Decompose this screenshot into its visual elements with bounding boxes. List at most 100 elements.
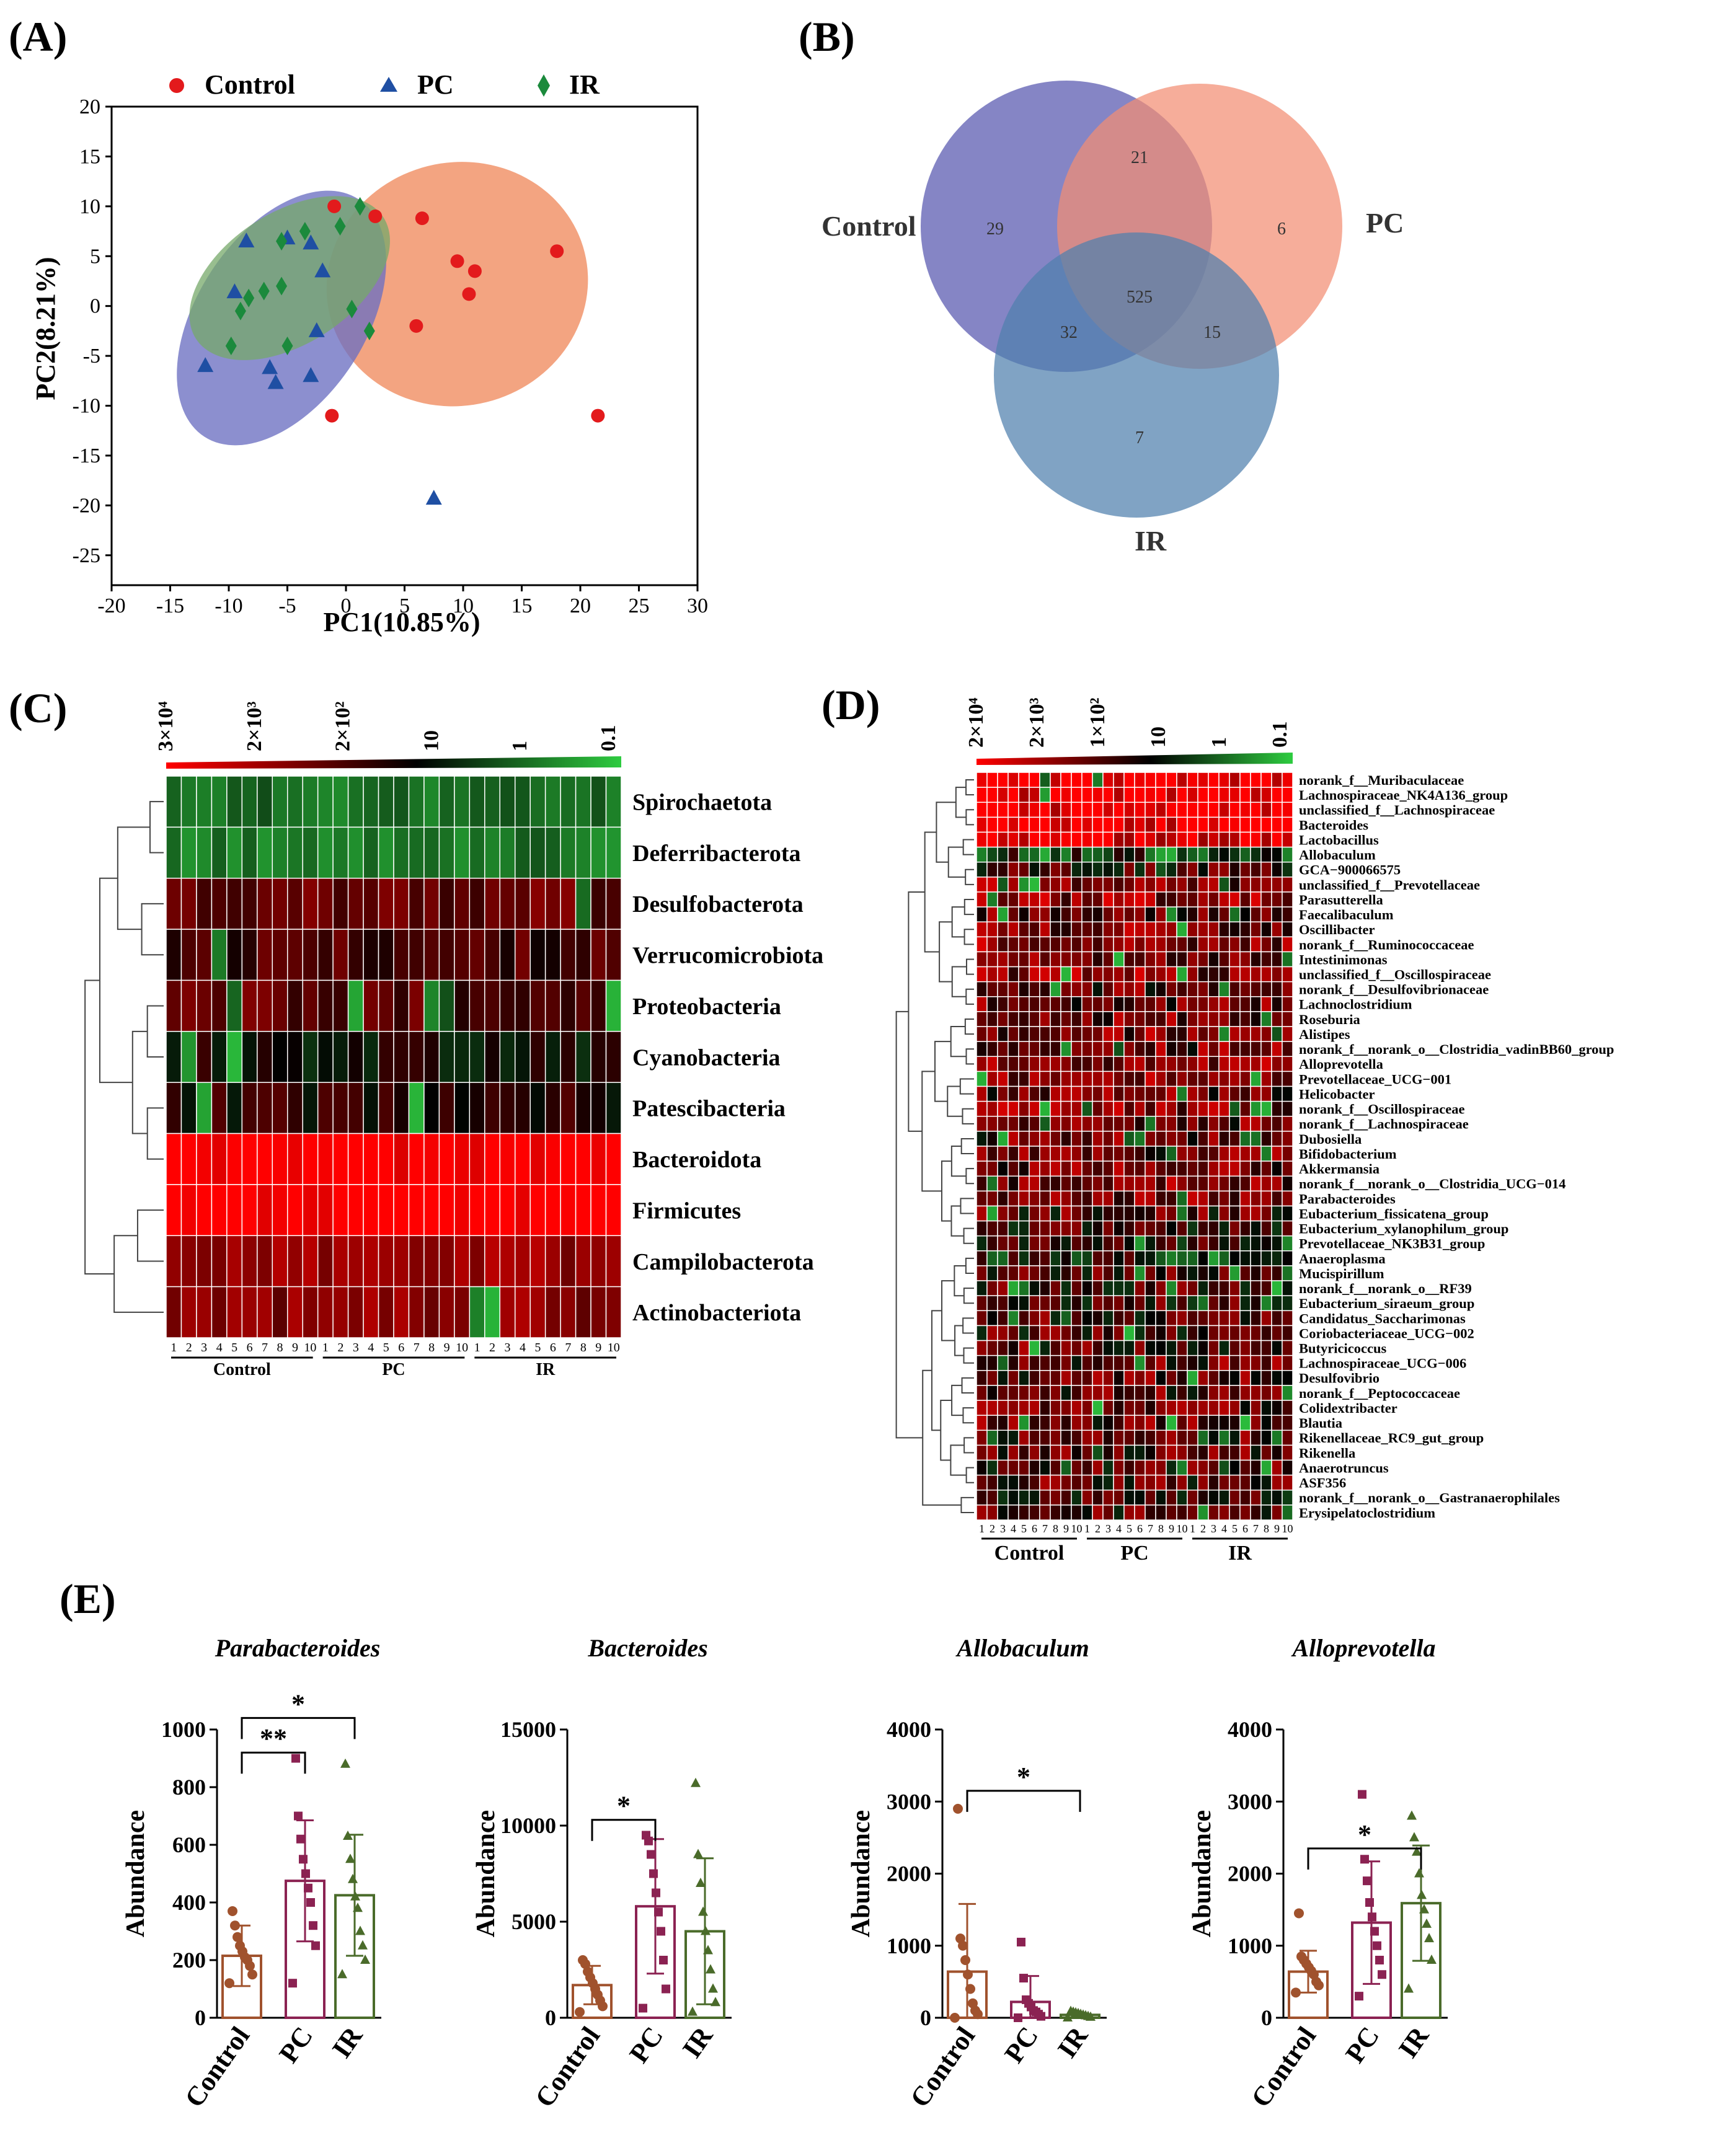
heatmap-cell bbox=[408, 979, 425, 1032]
heatmap-cell bbox=[997, 1220, 1009, 1237]
heatmap-cell bbox=[1092, 981, 1104, 997]
heatmap-cell bbox=[1029, 877, 1040, 893]
heatmap-cell bbox=[1008, 996, 1019, 1012]
heatmap-cell bbox=[1029, 921, 1040, 938]
point-ir bbox=[276, 276, 288, 296]
heatmap-cell bbox=[986, 1235, 998, 1252]
heatmap-column-label: 8 bbox=[428, 1341, 435, 1354]
heatmap-cell bbox=[997, 772, 1009, 788]
heatmap-cell bbox=[1176, 1250, 1188, 1266]
heatmap-cell bbox=[286, 1082, 303, 1134]
heatmap-cell bbox=[1060, 1490, 1072, 1506]
heatmap-cell bbox=[1060, 1085, 1072, 1102]
heatmap-cell bbox=[1155, 816, 1167, 833]
heatmap-cell bbox=[1282, 921, 1293, 938]
heatmap-cell bbox=[454, 877, 471, 930]
heatmap-cell bbox=[1050, 1400, 1061, 1416]
heatmap-cell bbox=[1102, 1280, 1114, 1296]
data-point bbox=[968, 1998, 978, 2008]
heatmap-cell bbox=[976, 1385, 988, 1401]
heatmap-cell bbox=[286, 775, 303, 828]
heatmap-cell bbox=[976, 1265, 988, 1281]
heatmap-cell bbox=[986, 996, 998, 1012]
heatmap-column-label: 7 bbox=[1148, 1522, 1153, 1535]
heatmap-cell bbox=[1060, 861, 1072, 878]
heatmap-cell bbox=[1029, 1429, 1040, 1446]
heatmap-cell bbox=[1050, 877, 1061, 893]
heatmap-cell bbox=[1166, 1310, 1177, 1327]
heatmap-cell bbox=[1008, 831, 1019, 848]
heatmap-cell bbox=[286, 1031, 303, 1083]
heatmap-cell bbox=[302, 929, 319, 981]
data-point bbox=[345, 1853, 355, 1863]
dendrogram-branch bbox=[962, 839, 974, 855]
heatmap-cell bbox=[1239, 1429, 1251, 1446]
heatmap-cell bbox=[1166, 1190, 1177, 1207]
heatmap-cell bbox=[423, 826, 440, 879]
heatmap-column-label: 10 bbox=[304, 1341, 316, 1354]
heatmap-cell bbox=[1197, 1205, 1209, 1222]
heatmap-cell bbox=[1250, 1265, 1262, 1281]
heatmap-cell bbox=[408, 1082, 425, 1134]
heatmap-cell bbox=[1113, 1056, 1125, 1072]
heatmap-cell bbox=[1250, 846, 1262, 863]
heatmap-row-label: Alistipes bbox=[1299, 1027, 1350, 1042]
heatmap-cell bbox=[1271, 1310, 1283, 1327]
heatmap-cell bbox=[1060, 966, 1072, 983]
heatmap-cell bbox=[454, 979, 471, 1032]
heatmap-cell bbox=[1123, 1026, 1135, 1042]
heatmap-cell bbox=[560, 1031, 577, 1083]
heatmap-cell bbox=[1060, 1265, 1072, 1281]
y-tick-label: 20 bbox=[79, 95, 100, 118]
heatmap-cell bbox=[575, 1082, 591, 1134]
heatmap-cell bbox=[1029, 1415, 1040, 1431]
heatmap-cell bbox=[1092, 846, 1104, 863]
heatmap-cell bbox=[1239, 1205, 1251, 1222]
heatmap-cell bbox=[1260, 1490, 1272, 1506]
heatmap-cell bbox=[1187, 1190, 1198, 1207]
heatmap-cell bbox=[544, 1235, 561, 1288]
heatmap-cell bbox=[393, 877, 410, 930]
heatmap-cell bbox=[180, 775, 197, 828]
abundance-bar-charts: ParabacteroidesAbundance0200400600800100… bbox=[122, 1634, 1448, 2113]
heatmap-column-label: 6 bbox=[398, 1341, 404, 1354]
heatmap-cell bbox=[226, 979, 243, 1032]
heatmap-cell bbox=[976, 981, 988, 997]
heatmap-cell bbox=[1239, 981, 1251, 997]
heatmap-cell bbox=[1102, 1415, 1114, 1431]
heatmap-cell bbox=[1018, 1056, 1030, 1072]
heatmap-cell bbox=[1271, 1041, 1283, 1058]
heatmap-cell bbox=[1018, 787, 1030, 803]
heatmap-cell bbox=[1039, 1235, 1051, 1252]
heatmap-cell bbox=[1260, 831, 1272, 848]
heatmap-cell bbox=[1145, 1235, 1156, 1252]
heatmap-cell bbox=[1145, 1504, 1156, 1521]
heatmap-cell bbox=[484, 826, 501, 879]
heatmap-cell bbox=[1197, 802, 1209, 818]
heatmap-cell bbox=[1260, 802, 1272, 818]
heatmap-cell bbox=[1134, 816, 1146, 833]
heatmap-cell bbox=[1229, 1280, 1241, 1296]
heatmap-cell bbox=[1218, 1205, 1230, 1222]
heatmap-cell bbox=[302, 775, 319, 828]
heatmap-cell bbox=[590, 1184, 607, 1237]
heatmap-cell bbox=[1008, 816, 1019, 833]
heatmap-row-label: Intestinimonas bbox=[1299, 952, 1388, 967]
heatmap-cell bbox=[1113, 802, 1125, 818]
heatmap-column-label: 7 bbox=[1042, 1522, 1048, 1535]
heatmap-cell bbox=[1260, 1325, 1272, 1341]
heatmap-cell bbox=[544, 877, 561, 930]
heatmap-cell bbox=[1218, 966, 1230, 983]
heatmap-cell bbox=[1271, 1280, 1283, 1296]
heatmap-cell bbox=[997, 1011, 1009, 1027]
heatmap-cell bbox=[997, 1265, 1009, 1281]
heatmap-cell bbox=[1071, 906, 1083, 922]
heatmap-column-label: 8 bbox=[580, 1341, 587, 1354]
heatmap-column-label: 2 bbox=[186, 1341, 192, 1354]
heatmap-cell bbox=[257, 929, 273, 981]
heatmap-cell bbox=[1187, 1490, 1198, 1506]
heatmap-cell bbox=[1029, 1146, 1040, 1162]
heatmap-cell bbox=[1176, 787, 1188, 803]
heatmap-cell bbox=[1102, 981, 1114, 997]
heatmap-cell bbox=[1081, 1116, 1093, 1132]
